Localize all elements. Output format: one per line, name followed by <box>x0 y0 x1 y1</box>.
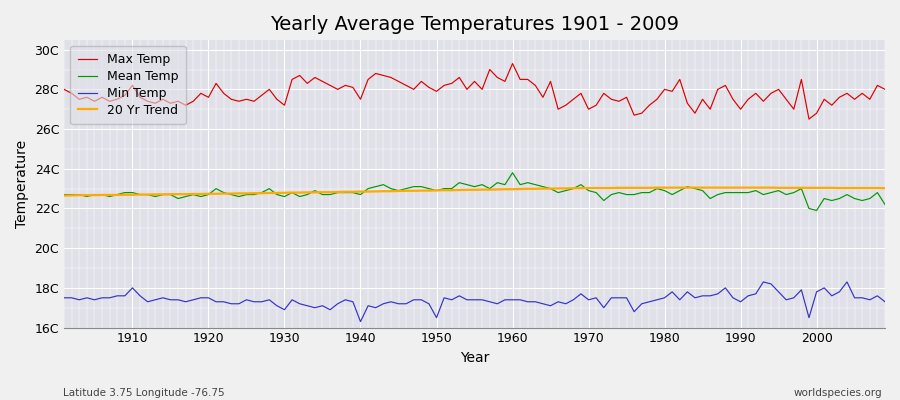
Mean Temp <box>879 202 890 207</box>
X-axis label: Year: Year <box>460 351 490 365</box>
Min Temp <box>356 319 366 324</box>
Text: worldspecies.org: worldspecies.org <box>794 388 882 398</box>
Mean Temp <box>120 190 130 195</box>
Text: Latitude 3.75 Longitude -76.75: Latitude 3.75 Longitude -76.75 <box>63 388 225 398</box>
Line: Min Temp: Min Temp <box>64 282 885 322</box>
Max Temp <box>332 87 343 92</box>
Min Temp <box>879 299 890 304</box>
Min Temp <box>507 297 517 302</box>
Max Temp <box>804 117 814 122</box>
Line: Max Temp: Max Temp <box>64 64 885 119</box>
20 Yr Trend <box>332 190 343 194</box>
Mean Temp <box>606 192 616 197</box>
Min Temp <box>120 294 130 298</box>
20 Yr Trend <box>287 190 298 195</box>
Mean Temp <box>287 190 298 195</box>
Max Temp <box>120 93 130 98</box>
Line: 20 Yr Trend: 20 Yr Trend <box>64 188 885 196</box>
20 Yr Trend <box>500 187 510 192</box>
20 Yr Trend <box>507 187 517 192</box>
Max Temp <box>500 79 510 84</box>
Mean Temp <box>811 208 822 213</box>
Mean Temp <box>507 170 517 175</box>
Max Temp <box>515 77 526 82</box>
Legend: Max Temp, Mean Temp, Min Temp, 20 Yr Trend: Max Temp, Mean Temp, Min Temp, 20 Yr Tre… <box>70 46 185 124</box>
Y-axis label: Temperature: Temperature <box>15 140 29 228</box>
Max Temp <box>287 77 298 82</box>
Title: Yearly Average Temperatures 1901 - 2009: Yearly Average Temperatures 1901 - 2009 <box>270 15 679 34</box>
Line: Mean Temp: Mean Temp <box>64 173 885 210</box>
Max Temp <box>879 87 890 92</box>
Min Temp <box>287 297 298 302</box>
Mean Temp <box>500 182 510 187</box>
Max Temp <box>58 87 69 92</box>
Max Temp <box>507 61 517 66</box>
Max Temp <box>606 97 616 102</box>
20 Yr Trend <box>879 186 890 191</box>
20 Yr Trend <box>652 185 662 190</box>
Min Temp <box>606 296 616 300</box>
Mean Temp <box>332 190 343 195</box>
Min Temp <box>758 280 769 284</box>
Min Temp <box>58 296 69 300</box>
Mean Temp <box>515 182 526 187</box>
20 Yr Trend <box>120 192 130 197</box>
Mean Temp <box>58 192 69 197</box>
Min Temp <box>515 297 526 302</box>
Min Temp <box>332 301 343 306</box>
20 Yr Trend <box>598 186 609 190</box>
20 Yr Trend <box>58 193 69 198</box>
